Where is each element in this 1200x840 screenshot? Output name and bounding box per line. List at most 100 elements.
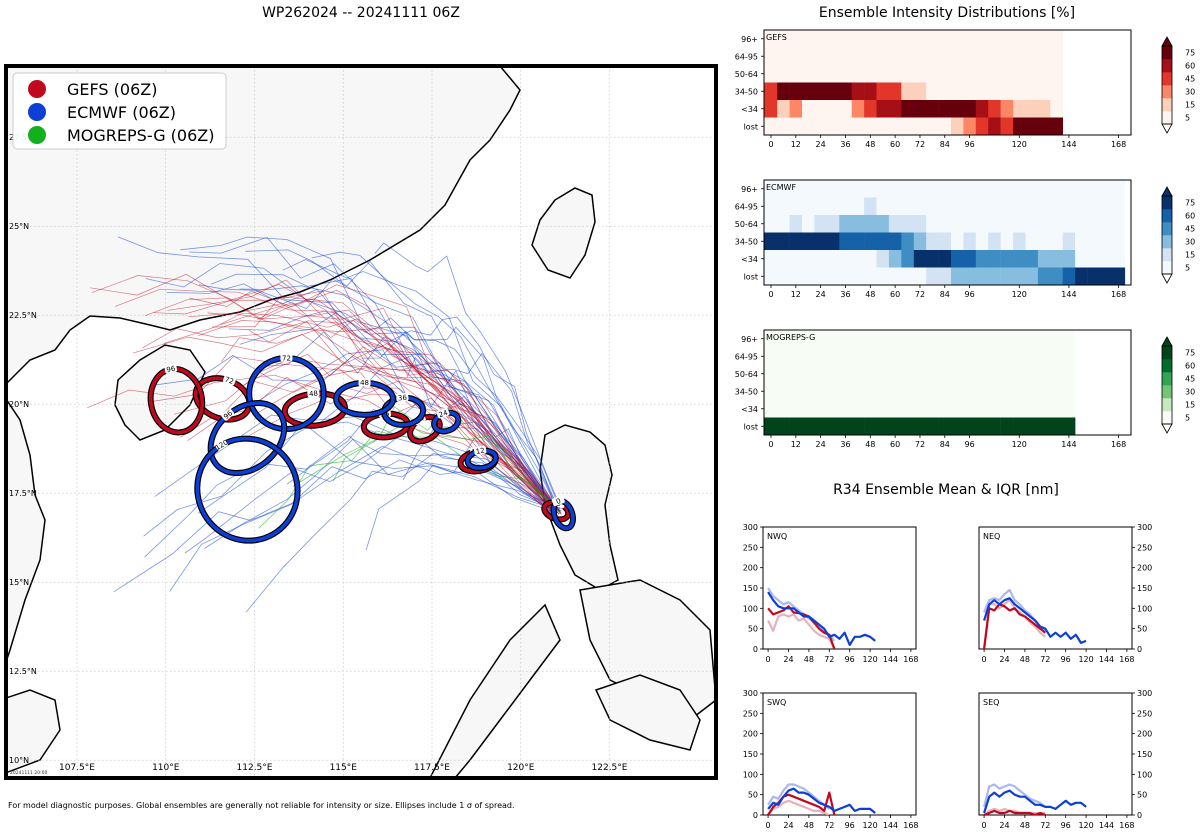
heatmap-cell <box>1025 30 1039 48</box>
heatmap-x-label: 84 <box>940 290 950 299</box>
heatmap-cell <box>764 180 778 198</box>
heatmap-cell <box>975 180 989 198</box>
heatmap-cell <box>926 232 939 251</box>
heatmap-cell <box>926 417 939 436</box>
heatmap-cell <box>839 65 852 83</box>
heatmap-cell <box>1087 250 1101 268</box>
ensemble-track-line <box>221 328 555 512</box>
heatmap-cell <box>888 117 902 136</box>
heatmap-cell <box>814 197 828 216</box>
r34-x-label: 96 <box>845 655 855 664</box>
heatmap-cell <box>851 250 865 268</box>
heatmap-cell <box>988 65 1001 83</box>
heatmap-cell <box>975 417 989 436</box>
heatmap-cell <box>864 180 877 198</box>
heatmap-cell <box>864 65 877 83</box>
heatmap-cell <box>1112 232 1126 251</box>
heatmap-cell <box>938 180 952 198</box>
heatmap-cell <box>926 197 939 216</box>
r34-y-label: 200 <box>1137 564 1152 573</box>
heatmap-y-label: 64-95 <box>735 352 758 361</box>
heatmap-cell <box>1062 365 1076 383</box>
heatmap-cell <box>975 30 989 48</box>
ensemble-track-line <box>239 285 556 515</box>
heatmap-cell <box>851 347 865 366</box>
heatmap-x-label: 36 <box>840 140 850 149</box>
heatmap-cell <box>1087 232 1101 251</box>
intensity-heatmaps: GEFS 96+ 64-95 50-64 34-50 <34 lost 0 12 24 36 48 60… <box>735 29 1195 449</box>
heatmap-cell <box>1037 197 1051 216</box>
heatmap-cell <box>913 82 927 101</box>
heatmap-cell <box>826 30 840 48</box>
heatmap-x-label: 72 <box>915 290 925 299</box>
heatmap-cell <box>851 180 865 198</box>
heatmap-cell <box>963 117 977 136</box>
r34-y-label: 0 <box>1137 645 1142 654</box>
heatmap-cell <box>1075 215 1088 233</box>
ensemble-track-line <box>406 352 557 510</box>
heatmap-cell <box>901 197 914 216</box>
colorbar-segment <box>1162 411 1172 425</box>
heatmap-cell <box>851 197 865 216</box>
heatmap-cell <box>963 232 977 251</box>
colorbar-segment <box>1162 196 1172 210</box>
ensemble-track-line <box>389 316 562 515</box>
r34-x-label: 120 <box>862 821 877 830</box>
heatmap-cell <box>988 417 1001 436</box>
heatmap-cell <box>826 47 840 66</box>
ellipse-label-bg <box>222 374 236 386</box>
heatmap-cell <box>975 82 989 101</box>
colorbar-tick-label: 30 <box>1185 88 1195 97</box>
heatmap-cell <box>888 400 902 418</box>
heatmap-cell <box>789 382 803 401</box>
map-tick-labels: 107.5°E 110°E 112.5°E 115°E 117.5°E 120°E 122.… <box>9 133 628 773</box>
colorbar-tick-label: 5 <box>1185 114 1190 123</box>
heatmap-cell <box>789 250 803 268</box>
r34-quadrant-label: SEQ <box>983 698 999 707</box>
heatmap-cell <box>789 47 803 66</box>
heatmap-cell <box>814 232 828 251</box>
heatmap-y-label: <34 <box>741 255 758 264</box>
heatmap-cell <box>777 47 790 66</box>
heatmap-cell <box>1000 417 1014 436</box>
heatmap-cell <box>764 382 778 401</box>
heatmap-cell <box>901 47 914 66</box>
legend-label: GEFS (06Z) <box>67 80 157 99</box>
r34-x-label: 72 <box>824 655 834 664</box>
heatmap-cell <box>901 267 914 286</box>
heatmap-cell <box>1037 400 1051 418</box>
heatmap-x-label: 120 <box>1012 290 1027 299</box>
heatmap-cell <box>1062 180 1076 198</box>
r34-x-label: 24 <box>999 821 1009 830</box>
heatmap-cell <box>913 197 927 216</box>
heatmap-cell <box>926 365 939 383</box>
r34-x-label: 120 <box>1078 655 1093 664</box>
heatmap-cell <box>1000 347 1014 366</box>
forecast-ellipse: 0 <box>550 495 576 532</box>
r34-line-gefs_light <box>767 799 830 815</box>
heatmap-cell <box>789 215 803 233</box>
r34-x-label: 168 <box>1119 655 1134 664</box>
legend-label: MOGREPS-G (06Z) <box>67 126 214 145</box>
heatmap-cell <box>1075 180 1088 198</box>
legend-marker <box>28 126 46 144</box>
heatmap-cell <box>901 417 914 436</box>
heatmap-cell <box>913 180 927 198</box>
ensemble-track-line <box>258 430 556 529</box>
heatmap-cell <box>764 365 778 383</box>
map-lon-tick-label: 122.5°E <box>592 763 628 773</box>
heatmap-cell <box>988 197 1001 216</box>
r34-x-label: 144 <box>1099 821 1114 830</box>
heatmap-cell <box>975 365 989 383</box>
heatmap-cell <box>901 382 914 401</box>
heatmap-cell <box>826 117 840 136</box>
heatmap-cell <box>802 382 815 401</box>
heatmap-cell <box>963 400 977 418</box>
heatmap-cell <box>851 417 865 436</box>
ellipse-label-bg <box>307 388 320 398</box>
heatmap-cell <box>913 47 927 66</box>
heatmap-cell <box>1037 365 1051 383</box>
heatmap-cell <box>1075 232 1088 251</box>
heatmap-cell <box>888 197 902 216</box>
heatmap-cell <box>876 65 890 83</box>
